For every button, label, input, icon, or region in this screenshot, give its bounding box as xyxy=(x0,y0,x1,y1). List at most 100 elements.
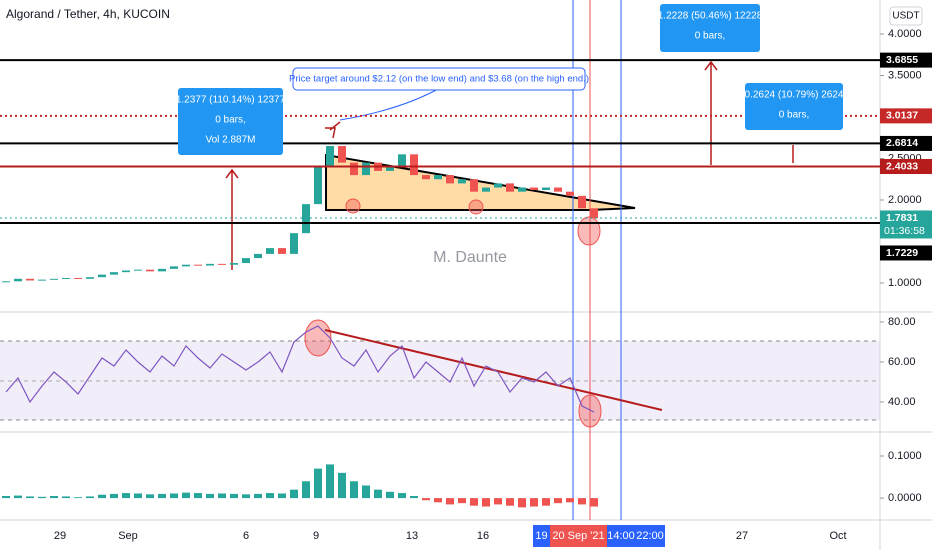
candle xyxy=(590,208,598,219)
macd-bar xyxy=(278,493,286,499)
candle xyxy=(362,162,370,176)
macd-bar xyxy=(446,498,454,505)
candle xyxy=(110,272,118,275)
candle xyxy=(434,175,442,180)
macd-bar xyxy=(230,493,238,499)
macd-bar xyxy=(590,498,598,507)
candle xyxy=(566,191,574,196)
macd-bar xyxy=(182,492,190,499)
macd-bar xyxy=(530,498,538,507)
price-tag xyxy=(880,159,932,175)
candle xyxy=(410,154,418,176)
macd-bar xyxy=(482,498,490,507)
candle xyxy=(122,270,130,273)
note-pointer xyxy=(339,87,441,121)
currency-box xyxy=(889,6,923,26)
macd-bar xyxy=(422,498,430,501)
note-box xyxy=(292,67,586,91)
price-tag xyxy=(880,210,932,239)
candle xyxy=(494,183,502,188)
measure-text: Vol 2.887M xyxy=(205,135,255,146)
measure-text: 1.2377 (110.14%) 12377 xyxy=(176,95,286,106)
candle xyxy=(530,187,538,191)
candle xyxy=(38,279,46,281)
candle xyxy=(86,277,94,279)
candle xyxy=(278,248,286,254)
macd-bar xyxy=(578,498,586,505)
price-tag-label: 1.7831 xyxy=(886,212,918,224)
candle xyxy=(554,187,562,192)
macd-bar xyxy=(98,494,106,499)
macd-bar xyxy=(122,493,130,499)
candle xyxy=(578,195,586,209)
x-tick-label: 14:00 xyxy=(607,530,635,542)
x-tick-label: 16 xyxy=(477,530,489,542)
y-tick-label: 4.0000 xyxy=(888,28,922,40)
macd-bar xyxy=(566,498,574,503)
price-tag-label: 3.0137 xyxy=(886,110,918,122)
arrow xyxy=(704,60,718,165)
candle xyxy=(170,266,178,269)
candle xyxy=(350,162,358,176)
measure-box xyxy=(745,83,843,130)
candle xyxy=(26,278,34,281)
y-tick-label: 40.00 xyxy=(888,396,916,408)
macd-bar xyxy=(218,493,226,499)
price-tag xyxy=(880,135,932,151)
macd-bar xyxy=(290,489,298,499)
x-tick-label: 27 xyxy=(736,530,748,542)
candle xyxy=(74,277,82,279)
price-tag-label: 1.7229 xyxy=(886,247,918,259)
time-highlight xyxy=(635,525,665,547)
macd-bar xyxy=(86,496,94,499)
measure-text: 0 bars, xyxy=(695,31,726,42)
candle xyxy=(470,179,478,192)
candle xyxy=(50,278,58,280)
macd-bar xyxy=(2,496,10,499)
candle xyxy=(218,263,226,265)
macd-bar xyxy=(386,491,394,499)
y-tick-label: 2.0000 xyxy=(888,194,922,206)
header-title: Algorand / Tether, 4h, KUCOIN xyxy=(6,7,170,21)
candle xyxy=(446,175,454,184)
y-tick-label: 0.0000 xyxy=(888,492,922,504)
macd-bar xyxy=(170,493,178,499)
countdown: 01:36:58 xyxy=(884,225,925,237)
candle xyxy=(254,253,262,259)
macd-bar xyxy=(134,493,142,499)
candle xyxy=(398,154,406,167)
y-tick-label: 1.0000 xyxy=(888,277,922,289)
x-tick-label: 19 xyxy=(535,530,547,542)
candle xyxy=(182,264,190,267)
rsi-line xyxy=(5,325,595,413)
x-tick-label: 13 xyxy=(406,530,418,542)
macd-bar xyxy=(554,498,562,504)
y-tick-label: 0.1000 xyxy=(888,450,922,462)
measure-text: 0 bars, xyxy=(215,115,246,126)
watermark: M. Daunte xyxy=(433,249,507,266)
candle xyxy=(326,146,334,167)
macd-bar xyxy=(338,472,346,499)
macd-bar xyxy=(50,496,58,499)
candle xyxy=(98,274,106,278)
measure-text: 1.2228 (50.46%) 12228 xyxy=(658,11,763,22)
time-highlight xyxy=(607,525,635,547)
x-tick-label: 9 xyxy=(313,530,319,542)
candle xyxy=(146,269,154,272)
macd-bar xyxy=(410,496,418,499)
macd-bar xyxy=(350,481,358,499)
price-tag-label: 2.4033 xyxy=(886,160,918,172)
price-tag-label: 3.6855 xyxy=(886,54,918,66)
macd-bar xyxy=(494,498,502,505)
macd-bar xyxy=(254,493,262,499)
macd-bar xyxy=(206,493,214,499)
macd-bar xyxy=(26,496,34,499)
macd-bar xyxy=(470,498,478,506)
candle xyxy=(518,187,526,192)
candle xyxy=(506,183,514,192)
candle xyxy=(14,278,22,282)
macd-bar xyxy=(506,498,514,506)
candle xyxy=(2,281,10,283)
candle xyxy=(422,175,430,180)
